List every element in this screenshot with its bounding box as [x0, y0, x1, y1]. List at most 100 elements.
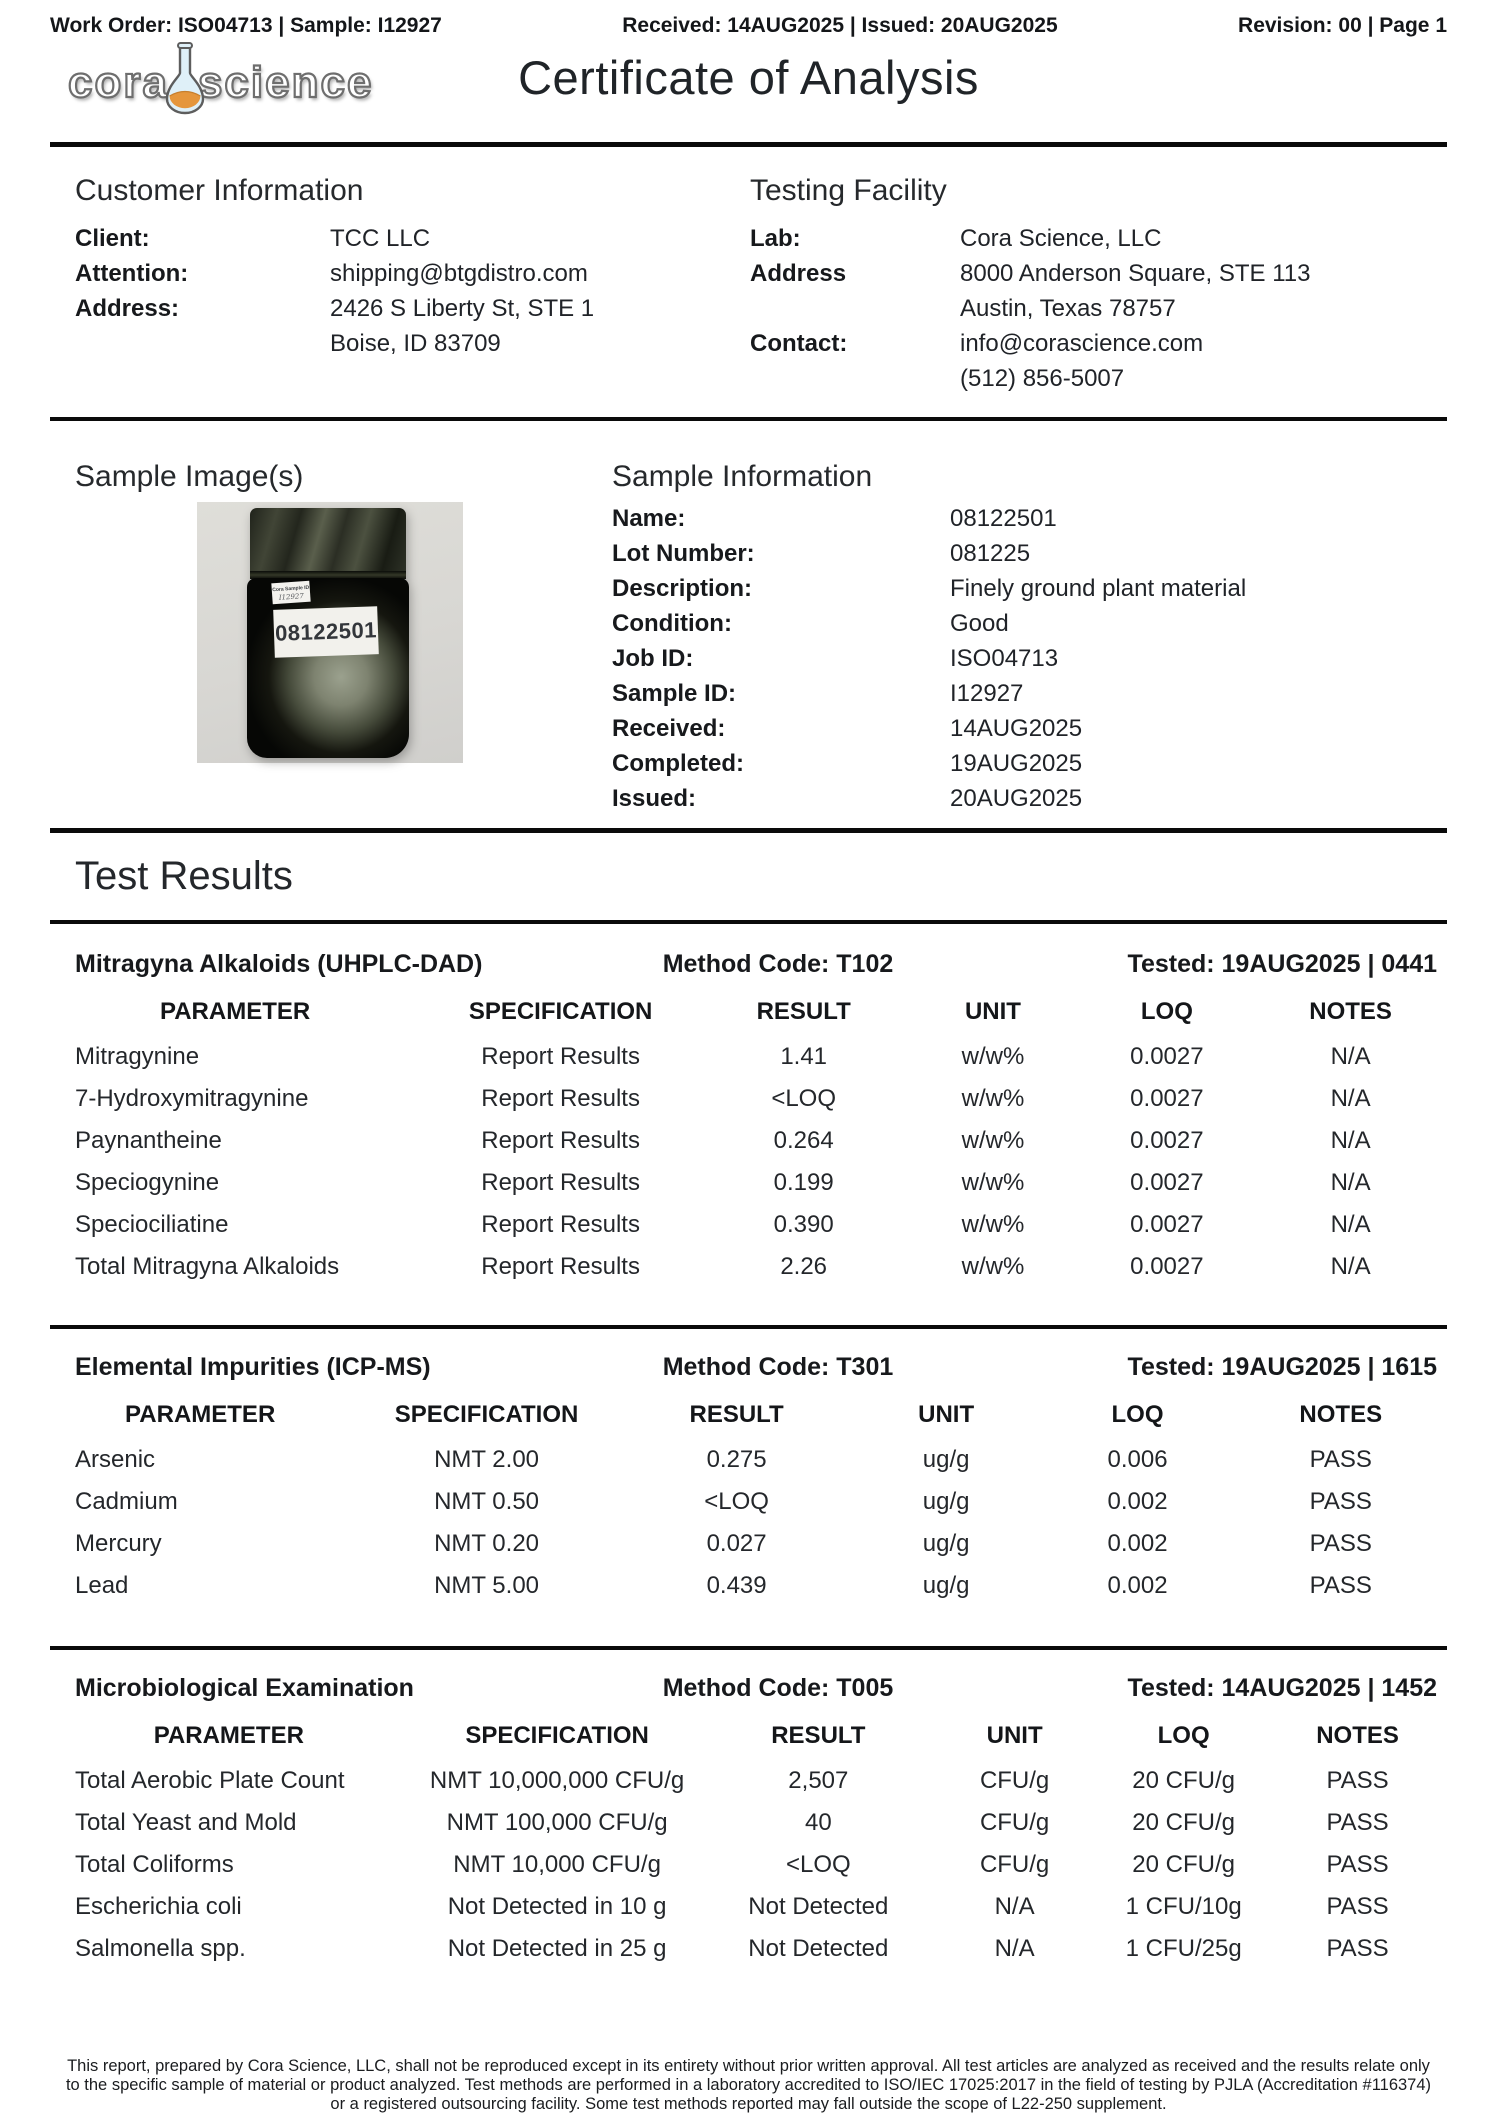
table-rows: Total Aerobic Plate Count NMT 10,000,000…: [50, 1760, 1447, 1970]
table-method-code: Method Code: T102: [662, 949, 894, 978]
customer-information-heading: Customer Information: [75, 174, 364, 207]
info-label: Lab:: [750, 224, 801, 252]
info-row: Description: Finely ground plant materia…: [612, 571, 1452, 606]
info-label: Completed:: [612, 749, 744, 777]
column-header: LOQ: [1140, 998, 1193, 1025]
cell-notes: PASS: [1326, 1809, 1389, 1836]
cell-unit: N/A: [994, 1893, 1035, 1920]
cell-loq: 0.006: [1107, 1446, 1168, 1473]
microbiological-examination-table: Microbiological Examination Method Code:…: [0, 1664, 1497, 1970]
info-row: Name: 08122501: [612, 501, 1452, 536]
info-value: Good: [950, 609, 1009, 637]
info-row: Issued: 20AUG2025: [612, 781, 1452, 816]
info-value: Austin, Texas 78757: [960, 294, 1176, 322]
cell-unit: ug/g: [922, 1446, 970, 1473]
cell-parameter: Total Yeast and Mold: [75, 1809, 297, 1836]
cell-parameter: Mercury: [75, 1530, 162, 1557]
table-tested-stamp: Tested: 19AUG2025 | 0441: [1127, 949, 1438, 978]
cell-result: <LOQ: [785, 1851, 851, 1878]
customer-facility-section: Customer Information Client: TCC LLC Att…: [0, 147, 1497, 417]
cell-notes: PASS: [1309, 1572, 1372, 1599]
divider-rule: [50, 142, 1447, 147]
cell-loq: 20 CFU/g: [1132, 1851, 1235, 1878]
sample-images-heading: Sample Image(s): [75, 460, 304, 493]
table-row: Speciociliatine Report Results 0.390 w/w…: [50, 1204, 1447, 1246]
table-grid: PARAMETER SPECIFICATION RESULT UNIT LOQ …: [50, 1712, 1447, 1970]
cell-notes: N/A: [1330, 1127, 1371, 1154]
info-value: info@corascience.com: [960, 329, 1204, 357]
info-row: Austin, Texas 78757: [750, 291, 1450, 326]
cell-parameter: Cadmium: [75, 1488, 178, 1515]
divider-rule: [50, 828, 1447, 833]
info-row: Attention: shipping@btgdistro.com: [75, 256, 715, 291]
cell-notes: N/A: [1330, 1085, 1371, 1112]
cell-result: 0.275: [706, 1446, 767, 1473]
cell-unit: CFU/g: [979, 1851, 1050, 1878]
revision-page-text: Revision: 00 | Page 1: [1238, 14, 1447, 37]
sample-information-heading: Sample Information: [612, 460, 873, 493]
info-row: Address: 2426 S Liberty St, STE 1: [75, 291, 715, 326]
footer-line: This report, prepared by Cora Science, L…: [67, 2057, 1430, 2075]
table-grid: PARAMETER SPECIFICATION RESULT UNIT LOQ …: [50, 988, 1447, 1288]
info-value: 8000 Anderson Square, STE 113: [960, 259, 1311, 287]
table-row: Mitragynine Report Results 1.41 w/w% 0.0…: [50, 1036, 1447, 1078]
table-row: Escherichia coli Not Detected in 10 g No…: [50, 1886, 1447, 1928]
cell-loq: 0.0027: [1130, 1211, 1204, 1238]
column-header: PARAMETER: [159, 998, 311, 1025]
column-header: PARAMETER: [125, 1401, 276, 1428]
bag-top-seal: [250, 508, 406, 572]
cell-result: 0.199: [773, 1169, 834, 1196]
received-issued-text: Received: 14AUG2025 | Issued: 20AUG2025: [622, 14, 1058, 37]
work-order-sample-text: Work Order: ISO04713 | Sample: I12927: [50, 14, 442, 37]
table-title: Elemental Impurities (ICP-MS): [75, 1352, 431, 1381]
cell-unit: ug/g: [922, 1530, 970, 1557]
test-results-heading-block: Test Results: [0, 833, 1497, 920]
cell-unit: w/w%: [961, 1211, 1025, 1238]
table-row: Mercury NMT 0.20 0.027 ug/g 0.002 PASS: [50, 1523, 1447, 1565]
info-row: Condition: Good: [612, 606, 1452, 641]
test-results-heading: Test Results: [75, 854, 293, 898]
info-row: Contact: info@corascience.com: [750, 326, 1450, 361]
cell-specification: NMT 2.00: [434, 1446, 540, 1473]
table-method-code: Method Code: T005: [662, 1673, 894, 1702]
table-row: Total Aerobic Plate Count NMT 10,000,000…: [50, 1760, 1447, 1802]
cell-notes: PASS: [1326, 1935, 1389, 1962]
info-value: 08122501: [950, 504, 1057, 532]
cell-result: 2,507: [788, 1767, 849, 1794]
cell-specification: Report Results: [481, 1043, 640, 1070]
sample-information-block: Sample Information Name: 08122501 Lot Nu…: [612, 459, 1452, 816]
cell-parameter: 7-Hydroxymitragynine: [75, 1085, 309, 1112]
cell-specification: NMT 0.50: [434, 1488, 540, 1515]
table-title: Microbiological Examination: [75, 1673, 414, 1702]
cell-loq: 0.0027: [1130, 1253, 1204, 1280]
cell-unit: w/w%: [961, 1169, 1025, 1196]
table-rows: Mitragynine Report Results 1.41 w/w% 0.0…: [50, 1036, 1447, 1288]
cell-unit: w/w%: [961, 1043, 1025, 1070]
info-value: ISO04713: [950, 644, 1059, 672]
flask-icon: [165, 40, 205, 121]
page-title: Certificate of Analysis: [518, 51, 979, 104]
info-label: Address:: [75, 294, 180, 322]
info-value: 2426 S Liberty St, STE 1: [330, 294, 595, 322]
testing-facility-heading: Testing Facility: [750, 174, 947, 207]
info-value: 14AUG2025: [950, 714, 1083, 742]
table-header-row: PARAMETER SPECIFICATION RESULT UNIT LOQ …: [50, 1391, 1447, 1439]
info-row: Job ID: ISO04713: [612, 641, 1452, 676]
info-value: 20AUG2025: [950, 784, 1083, 812]
table-tested-stamp: Tested: 14AUG2025 | 1452: [1127, 1673, 1438, 1702]
cell-loq: 0.002: [1107, 1530, 1168, 1557]
table-title: Mitragyna Alkaloids (UHPLC-DAD): [75, 949, 483, 978]
cell-result: Not Detected: [748, 1893, 889, 1920]
cell-result: 0.439: [706, 1572, 767, 1599]
cell-loq: 0.0027: [1130, 1043, 1204, 1070]
mitragyna-alkaloids-table: Mitragyna Alkaloids (UHPLC-DAD) Method C…: [0, 940, 1497, 1325]
cell-specification: Report Results: [481, 1211, 640, 1238]
table-tested-stamp: Tested: 19AUG2025 | 1615: [1127, 1352, 1438, 1381]
divider-rule: [50, 417, 1447, 421]
cell-parameter: Speciogynine: [75, 1169, 220, 1196]
info-row: Completed: 19AUG2025: [612, 746, 1452, 781]
info-label: Attention:: [75, 259, 189, 287]
table-row: Total Yeast and Mold NMT 100,000 CFU/g 4…: [50, 1802, 1447, 1844]
info-row: Received: 14AUG2025: [612, 711, 1452, 746]
